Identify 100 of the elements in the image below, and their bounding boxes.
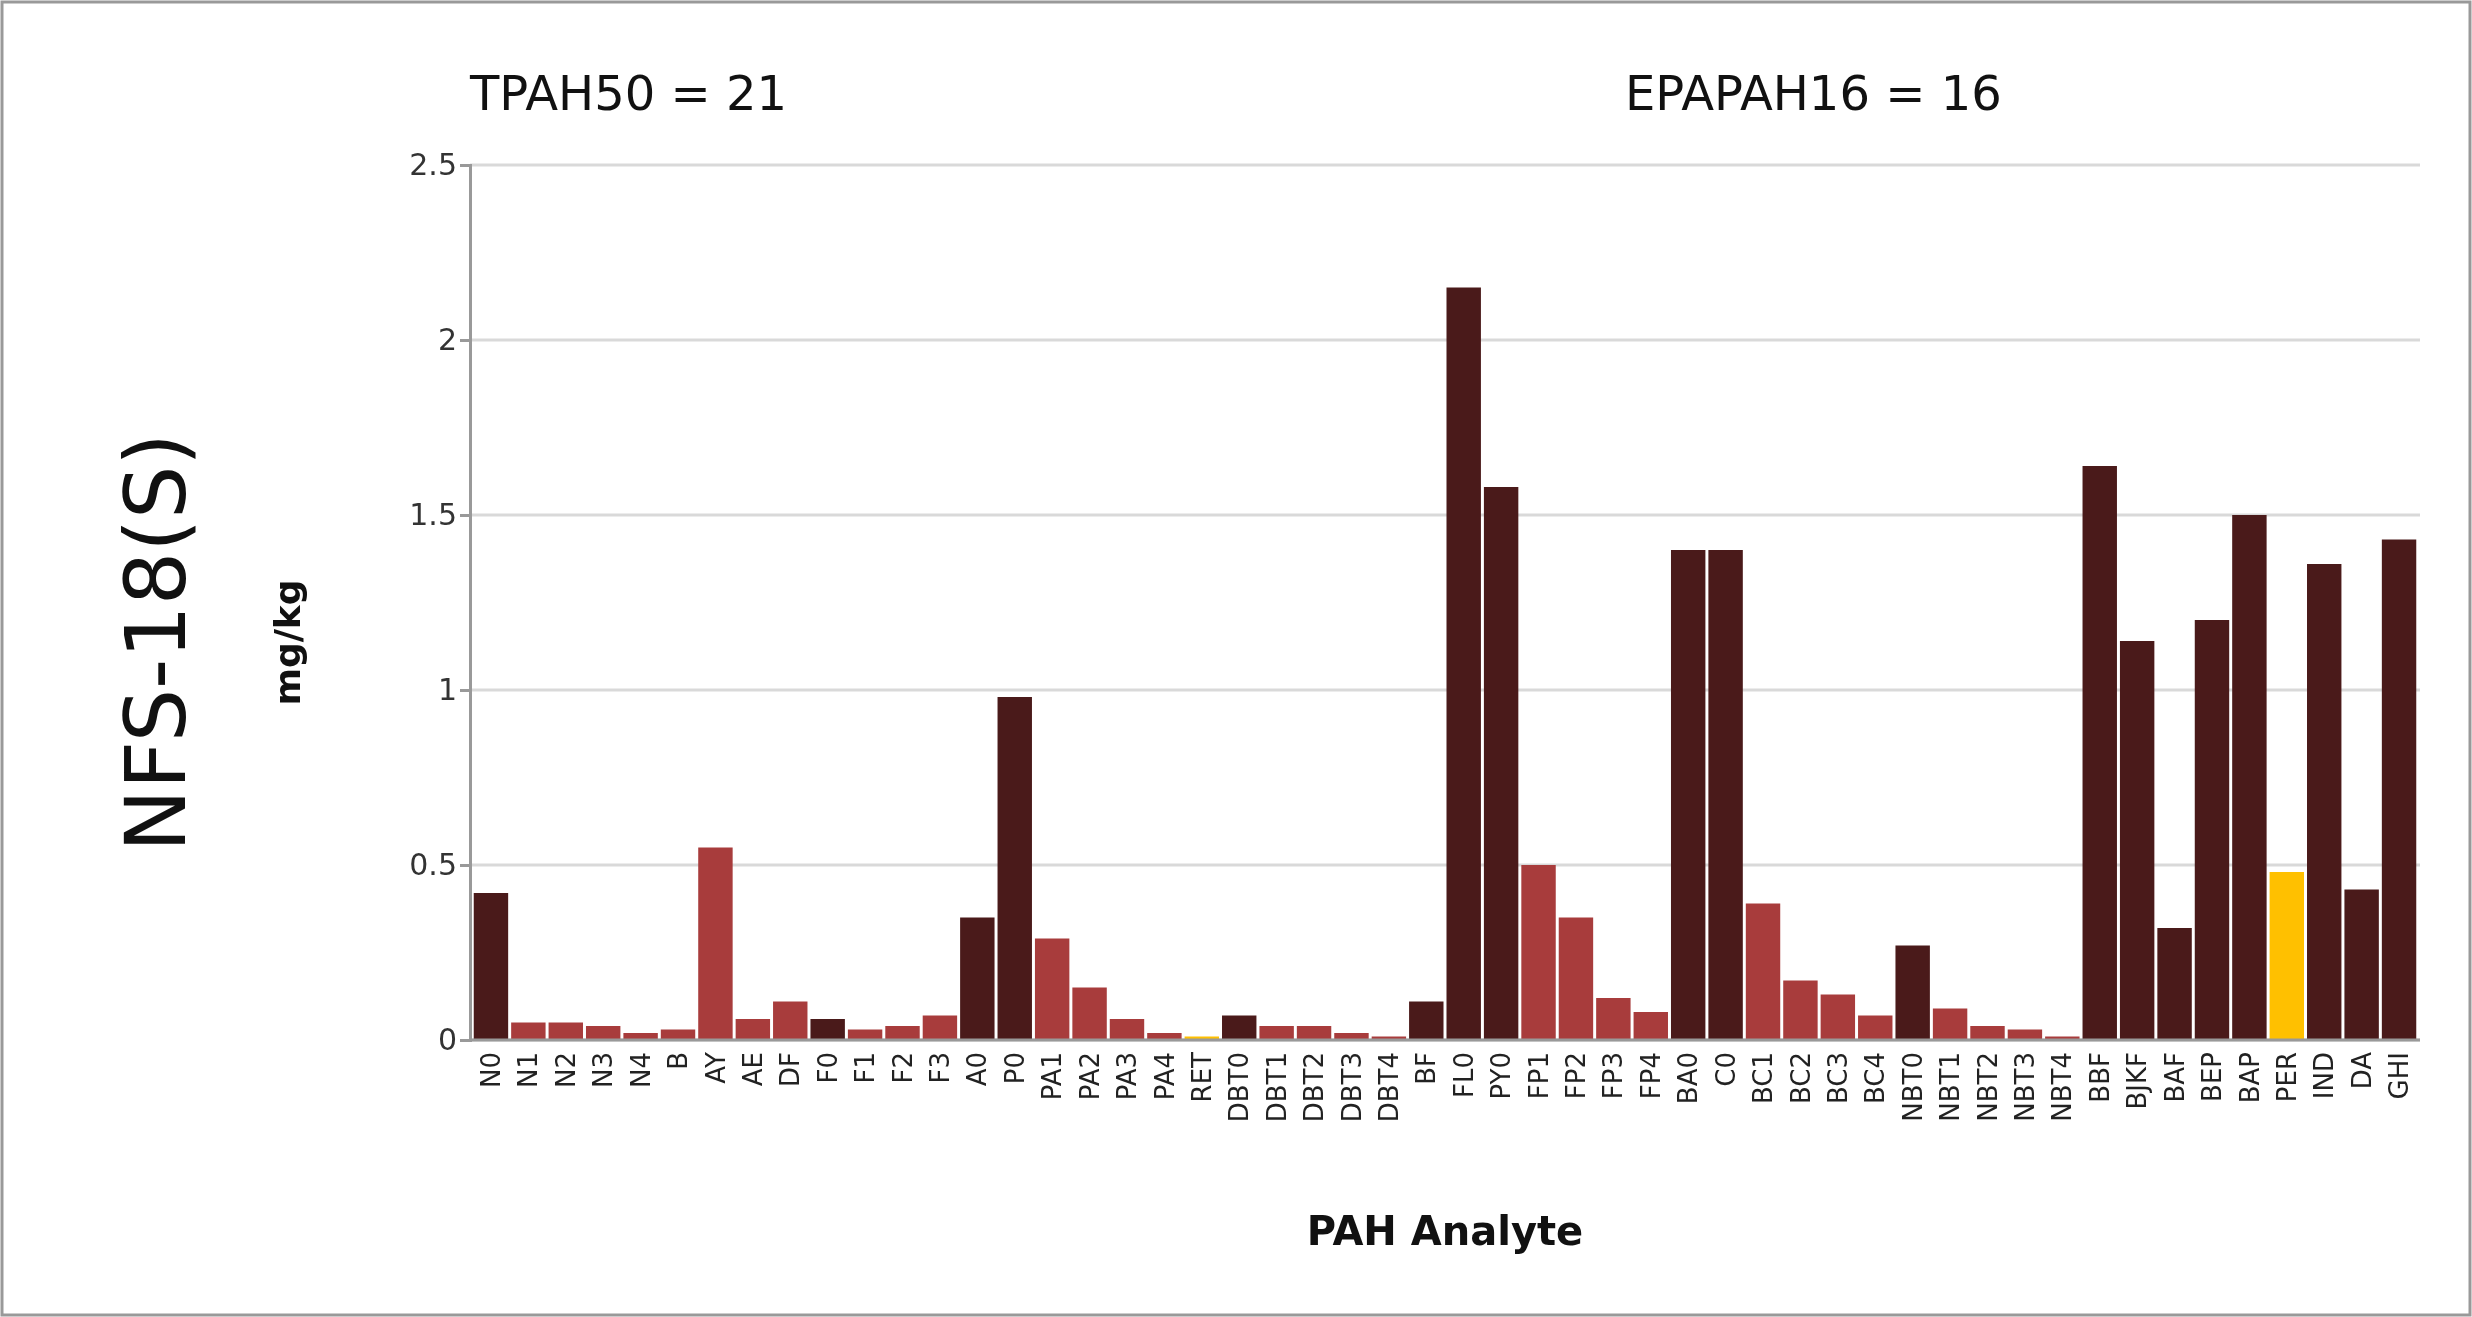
x-tick-label: F0 (812, 1052, 843, 1084)
bar (1109, 1019, 1145, 1040)
x-tick-label: F1 (850, 1052, 881, 1084)
x-tick-label: N4 (625, 1052, 656, 1088)
bar (810, 1019, 845, 1040)
bar (997, 697, 1032, 1040)
x-tick-label: F2 (887, 1052, 918, 1084)
y-tick-label: 1.5 (409, 497, 457, 533)
bar (548, 1022, 583, 1040)
x-tick-label: DBT1 (1261, 1052, 1292, 1123)
bar (1633, 1012, 1668, 1040)
x-tick-label: DBT0 (1224, 1052, 1255, 1123)
bar (885, 1026, 920, 1040)
y-axis-title: mg/kg (267, 579, 308, 706)
x-tick-label: FP4 (1635, 1052, 1666, 1100)
x-tick-label: NBT2 (1972, 1052, 2003, 1122)
text: NFS-18(S) (107, 432, 205, 853)
x-tick-label: PY0 (1486, 1052, 1517, 1100)
bar (1222, 1015, 1257, 1040)
bar (511, 1022, 546, 1040)
x-tick-label: RET (1186, 1051, 1217, 1103)
x-tick-label: BC1 (1748, 1052, 1779, 1105)
x-tick-label: DF (775, 1052, 806, 1087)
x-tick-label: DA (2346, 1051, 2377, 1090)
y-tick-label: 0.5 (409, 847, 457, 883)
x-tick-label: PA2 (1074, 1052, 1105, 1101)
x-tick-label: BEP (2197, 1052, 2228, 1102)
bar (2232, 515, 2267, 1040)
bar (1783, 980, 1818, 1040)
x-tick-label: DBT4 (1373, 1052, 1404, 1123)
x-tick-label: NBT0 (1897, 1052, 1928, 1122)
bar (1483, 487, 1519, 1040)
bar (473, 893, 509, 1040)
bar (1932, 1008, 1968, 1040)
bar (1970, 1026, 2005, 1040)
bar (1708, 550, 1743, 1040)
text: TPAH50 = 21 (469, 65, 788, 121)
bar (773, 1001, 808, 1040)
x-tick-label: BC2 (1785, 1052, 1816, 1105)
x-tick-label: FL0 (1448, 1052, 1479, 1098)
x-axis-title: PAH Analyte (1306, 1208, 1584, 1254)
bar (1558, 917, 1594, 1040)
x-tick-label: DBT3 (1336, 1052, 1367, 1123)
bar (1072, 987, 1107, 1040)
bar (2344, 889, 2379, 1040)
x-tick-label: N1 (513, 1052, 544, 1088)
bar (1034, 938, 1070, 1040)
bar (922, 1015, 958, 1040)
x-tick-label: BBF (2084, 1052, 2115, 1103)
bar (698, 847, 733, 1040)
x-tick-label: PA4 (1149, 1052, 1180, 1101)
x-tick-label: NBT3 (2010, 1052, 2041, 1122)
bar (2307, 564, 2342, 1040)
bar (1745, 903, 1781, 1040)
x-tick-label: N2 (550, 1052, 581, 1088)
y-tick-label: 0 (437, 1022, 457, 1058)
x-tick-label: NBT1 (1935, 1052, 1966, 1122)
bar (2194, 620, 2230, 1040)
x-tick-label: AE (737, 1052, 768, 1087)
x-tick-label: PA1 (1037, 1052, 1068, 1101)
bar (735, 1019, 771, 1040)
x-tick-label: B (663, 1052, 694, 1070)
bar (2082, 466, 2117, 1040)
x-tick-label: DBT2 (1299, 1052, 1330, 1123)
bar (1259, 1026, 1294, 1040)
x-tick-label: BC3 (1822, 1052, 1853, 1105)
bar (1409, 1001, 1444, 1040)
x-tick-label: AY (700, 1051, 731, 1084)
bar (2157, 928, 2192, 1040)
y-tick-label: 1 (437, 672, 457, 708)
x-tick-label: NBT4 (2047, 1052, 2078, 1122)
x-tick-label: BJKF (2122, 1052, 2153, 1110)
x-tick-label: F3 (925, 1052, 956, 1084)
x-tick-label: FP3 (1598, 1052, 1629, 1100)
x-tick-label: BF (1411, 1052, 1442, 1085)
x-tick-label: BC4 (1860, 1052, 1891, 1105)
bar (1521, 865, 1556, 1040)
bar (1820, 994, 1856, 1040)
x-tick-label: A0 (962, 1052, 993, 1087)
x-tick-label: C0 (1710, 1052, 1741, 1087)
bar (1596, 998, 1631, 1040)
x-tick-label: FP2 (1561, 1052, 1592, 1100)
bar (2381, 539, 2417, 1040)
x-tick-label: PA3 (1112, 1052, 1143, 1101)
bar (2119, 641, 2155, 1040)
x-tick-label: FP1 (1523, 1052, 1554, 1100)
y-tick-label: 2 (437, 322, 457, 358)
y-tick-label: 2.5 (409, 147, 457, 183)
x-tick-label: IND (2309, 1052, 2340, 1100)
bar (1296, 1026, 1332, 1040)
bar (1670, 550, 1706, 1040)
bar (1446, 287, 1481, 1040)
bar (1895, 945, 1930, 1040)
x-tick-label: BAF (2159, 1052, 2190, 1103)
x-tick-label: GHI (2384, 1052, 2415, 1100)
text: EPAPAH16 = 16 (1625, 65, 2002, 121)
bar (1858, 1015, 1893, 1040)
x-tick-label: BA0 (1673, 1052, 1704, 1105)
x-tick-label: N3 (588, 1052, 619, 1088)
bar (960, 917, 995, 1040)
